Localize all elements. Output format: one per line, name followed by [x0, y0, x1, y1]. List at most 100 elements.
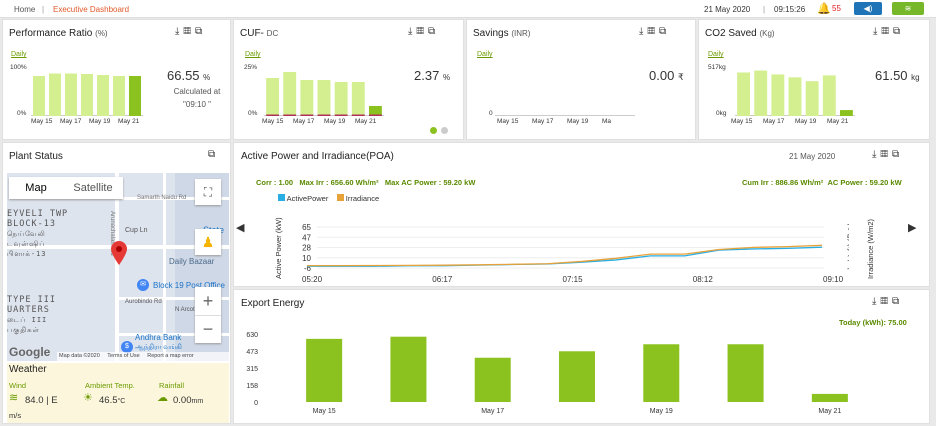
pegman-icon[interactable]: ♟: [195, 229, 221, 255]
x-tick-label: May 17: [293, 118, 315, 125]
bank-icon[interactable]: $: [121, 341, 133, 353]
rain-value: 0.00mm: [173, 395, 204, 406]
stats-left: Corr : 1.00 Max Irr : 656.60 Wh/m² Max A…: [256, 178, 475, 187]
y-right-tick: 328: [847, 244, 849, 253]
bar: [805, 81, 819, 116]
download-icon[interactable]: ⤓: [175, 26, 184, 37]
breadcrumb-current[interactable]: Executive Dashboard: [53, 5, 130, 14]
expand-icon[interactable]: ⧉: [659, 26, 671, 37]
x-tick: 05:20: [302, 275, 323, 284]
bar: [369, 106, 382, 116]
bar: [771, 74, 785, 116]
co2-ymin: 0kg: [716, 110, 727, 117]
wind-value: 84.0 | E: [25, 395, 58, 406]
zoom-in-icon[interactable]: +: [202, 291, 214, 311]
calendar-icon[interactable]: ▦: [880, 149, 893, 160]
x-tick-label: May 17: [60, 118, 82, 125]
calendar-icon[interactable]: ▦: [880, 296, 893, 307]
place-label: ஆந்திரா வங்கி: [135, 344, 182, 351]
co2-bar-chart: [735, 70, 855, 116]
breadcrumb-home[interactable]: Home: [14, 5, 36, 14]
carousel-dot-active[interactable]: [430, 127, 437, 134]
ac-power-stat: AC Power : 59.20 kW: [827, 178, 902, 187]
place-label: EYVELI TWP BLOCK-13 நெய்வேலி டவுன்ஷிப் பிளாக…: [7, 209, 69, 258]
fullscreen-icon[interactable]: ⛶: [195, 179, 221, 205]
download-icon[interactable]: ⤓: [872, 296, 881, 307]
carousel-dot[interactable]: [441, 127, 448, 134]
location-pin-icon[interactable]: [110, 240, 128, 266]
place-label: Andhra Bank: [135, 333, 182, 342]
download-icon[interactable]: ⤓: [639, 26, 648, 37]
expand-icon[interactable]: ⧉: [892, 296, 904, 307]
bar: [81, 74, 93, 116]
co2-ymax: 517kg: [708, 64, 726, 71]
calendar-icon[interactable]: ▦: [183, 26, 196, 37]
volume-button[interactable]: ◀): [854, 2, 882, 15]
legend-irradiance[interactable]: Irradiance: [345, 194, 380, 203]
expand-icon[interactable]: ⧉: [893, 26, 905, 37]
zoom-out-icon[interactable]: −: [195, 315, 221, 343]
savings-daily-toggle[interactable]: Daily: [477, 51, 493, 58]
co2-daily-toggle[interactable]: Daily: [708, 51, 724, 58]
y-tick: 0: [254, 400, 258, 407]
sun-icon: ☀: [83, 392, 93, 404]
y-right-tick: -66: [847, 264, 849, 273]
active-power-card: Active Power and Irradiance(POA) 21 May …: [233, 142, 930, 287]
co2-value: 61.50 kg: [875, 68, 920, 83]
download-icon[interactable]: ⤓: [873, 26, 882, 37]
calendar-icon[interactable]: ▦: [647, 26, 660, 37]
next-arrow-icon[interactable]: ▶: [908, 222, 917, 234]
zoom-control: + −: [195, 287, 221, 343]
report-link[interactable]: Report a map error: [147, 353, 194, 359]
x-tick: 06:17: [432, 275, 453, 284]
bar: [266, 78, 279, 116]
savings-card: Savings (INR) ⤓▦⧉ Daily 0 May 15 May 17 Ma…: [466, 19, 696, 140]
cuf-daily-toggle[interactable]: Daily: [245, 51, 261, 58]
bar: [737, 72, 750, 116]
x-tick-label: Ma: [602, 118, 612, 125]
wind-icon: ≋: [9, 392, 19, 404]
map-type-control: Map Satellite: [9, 177, 123, 199]
x-tick: May 19: [650, 408, 673, 415]
y-tick: 158: [246, 383, 258, 390]
legend: ActivePower Irradiance: [278, 194, 379, 203]
bar: [727, 344, 764, 402]
satellite-button[interactable]: Satellite: [73, 182, 113, 194]
google-logo: Google: [9, 345, 51, 359]
rain-label: Rainfall: [159, 381, 185, 390]
bar: [811, 393, 848, 402]
current-date: 21 May 2020: [704, 5, 751, 14]
bar: [317, 80, 331, 116]
alert-count: 55: [832, 4, 841, 13]
pr-daily-toggle[interactable]: Daily: [11, 51, 27, 58]
rain-cloud-icon: ☁: [157, 392, 168, 404]
expand-icon[interactable]: ⧉: [428, 26, 440, 37]
prev-arrow-icon[interactable]: ◀: [236, 222, 245, 234]
map-view[interactable]: Samarth Naidu Rd Cup Ln Aurobindo Rd N A…: [7, 173, 229, 361]
co2-actions: ⤓▦⧉: [873, 26, 904, 37]
bar: [129, 76, 141, 116]
calendar-icon[interactable]: ▦: [881, 26, 894, 37]
x-tick-label: May 15: [497, 118, 519, 125]
expand-icon[interactable]: ⧉: [208, 149, 220, 160]
cuf-ymax: 25%: [244, 64, 258, 71]
expand-icon[interactable]: ⧉: [195, 26, 207, 37]
legend-active-power[interactable]: ActivePower: [286, 194, 329, 203]
expand-icon[interactable]: ⧉: [892, 149, 904, 160]
terms-link[interactable]: Terms of Use: [107, 353, 140, 359]
calendar-icon[interactable]: ▦: [416, 26, 429, 37]
map-button[interactable]: Map: [25, 182, 47, 194]
alert-bell-icon[interactable]: 🔔: [817, 3, 831, 15]
wifi-button[interactable]: ≋: [892, 2, 924, 15]
street-label: N Arcot: [175, 307, 195, 313]
x-tick: 09:10: [823, 275, 844, 284]
bar: [754, 70, 768, 116]
cuf-actions: ⤓▦⧉: [408, 26, 439, 37]
post-office-icon[interactable]: ✉: [137, 279, 149, 291]
stats-right: Cum Irr : 886.86 Wh/m² AC Power : 59.20 …: [742, 178, 902, 187]
pr-calc-time: "09:10 ": [183, 100, 211, 109]
pr-ymax: 100%: [10, 64, 27, 71]
savings-ymin: 0: [489, 110, 493, 117]
download-icon[interactable]: ⤓: [408, 26, 417, 37]
download-icon[interactable]: ⤓: [872, 149, 881, 160]
